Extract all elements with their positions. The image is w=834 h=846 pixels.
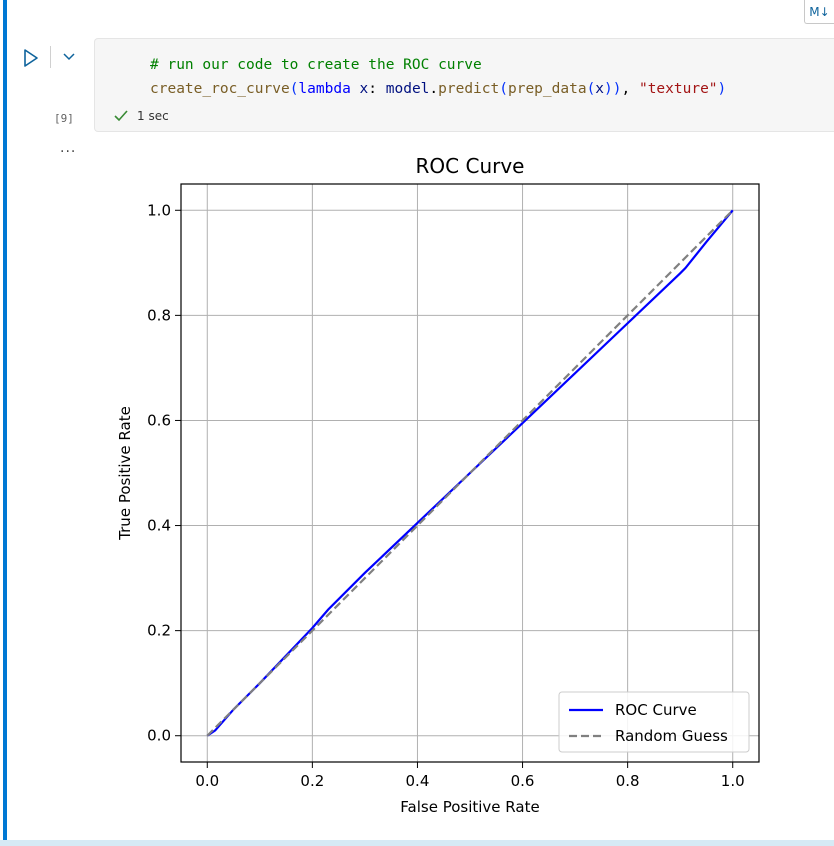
check-icon: [114, 110, 128, 122]
code-editor[interactable]: # run our code to create the ROC curve c…: [94, 38, 834, 132]
legend-label: ROC Curve: [615, 701, 697, 719]
y-axis-label: True Positive Rate: [116, 406, 134, 541]
output-menu-button[interactable]: ...: [60, 140, 77, 156]
code-line-2[interactable]: create_roc_curve(lambda x: model.predict…: [150, 79, 726, 99]
roc-chart: ROC Curve 0.0 0.2 0.4 0.6 0.8 1.0 0.0 0.2 0.4 0.6 0…: [116, 154, 760, 816]
code-token: model: [385, 81, 430, 97]
run-options-button[interactable]: [58, 46, 80, 68]
execution-count: [9]: [54, 112, 74, 125]
y-tick-label: 0.4: [147, 517, 171, 535]
code-token: prep_data: [507, 81, 587, 97]
chevron-down-icon: [63, 53, 75, 61]
y-tick-label: 1.0: [147, 201, 171, 219]
code-token: predict: [438, 81, 500, 97]
x-tick-label: 0.8: [616, 772, 640, 790]
toolbar-separator: [50, 46, 51, 68]
code-token: # run our code to create the ROC curve: [150, 57, 482, 73]
code-token: ): [717, 81, 727, 97]
code-token: x: [359, 81, 369, 97]
code-token: (: [499, 81, 508, 97]
code-token: (: [586, 81, 596, 97]
x-tick-label: 1.0: [721, 772, 745, 790]
run-cell-button[interactable]: [20, 46, 42, 70]
y-tick-label: 0.8: [147, 306, 171, 324]
bottom-strip: [0, 840, 834, 846]
plot-frame: [180, 183, 760, 763]
code-token: (: [289, 81, 299, 97]
code-line-1[interactable]: # run our code to create the ROC curve: [150, 55, 482, 75]
cell-focus-bar: [3, 0, 7, 846]
x-tick-label: 0.4: [406, 772, 430, 790]
code-token: create_roc_curve: [150, 81, 290, 97]
y-tick-label: 0.6: [147, 411, 171, 429]
x-tick-label: 0.6: [511, 772, 535, 790]
x-tick-label: 0.0: [195, 772, 219, 790]
y-tick-label: 0.0: [147, 727, 171, 745]
code-token: "texture": [638, 81, 718, 97]
code-token: [351, 81, 360, 97]
x-axis-label: False Positive Rate: [400, 798, 539, 816]
markdown-toggle-button[interactable]: M↓: [804, 0, 834, 24]
chart-title: ROC Curve: [416, 154, 525, 178]
code-token: ,: [621, 81, 639, 97]
legend-box: [558, 691, 750, 753]
code-token: )): [604, 81, 622, 97]
y-tick-label: 0.2: [147, 622, 171, 640]
legend-label: Random Guess: [615, 727, 728, 745]
play-icon: [24, 49, 38, 67]
code-token: x: [595, 81, 605, 97]
x-tick-label: 0.2: [300, 772, 324, 790]
execution-duration: 1 sec: [137, 109, 169, 123]
code-token: lambda: [298, 81, 351, 97]
code-token: :: [368, 81, 386, 97]
execution-status: 1 sec: [113, 109, 169, 123]
series-line-random-guess: [206, 209, 734, 737]
code-token: .: [429, 81, 439, 97]
